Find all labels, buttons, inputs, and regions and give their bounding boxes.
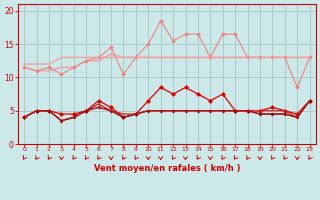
X-axis label: Vent moyen/en rafales ( km/h ): Vent moyen/en rafales ( km/h ) <box>94 164 240 173</box>
